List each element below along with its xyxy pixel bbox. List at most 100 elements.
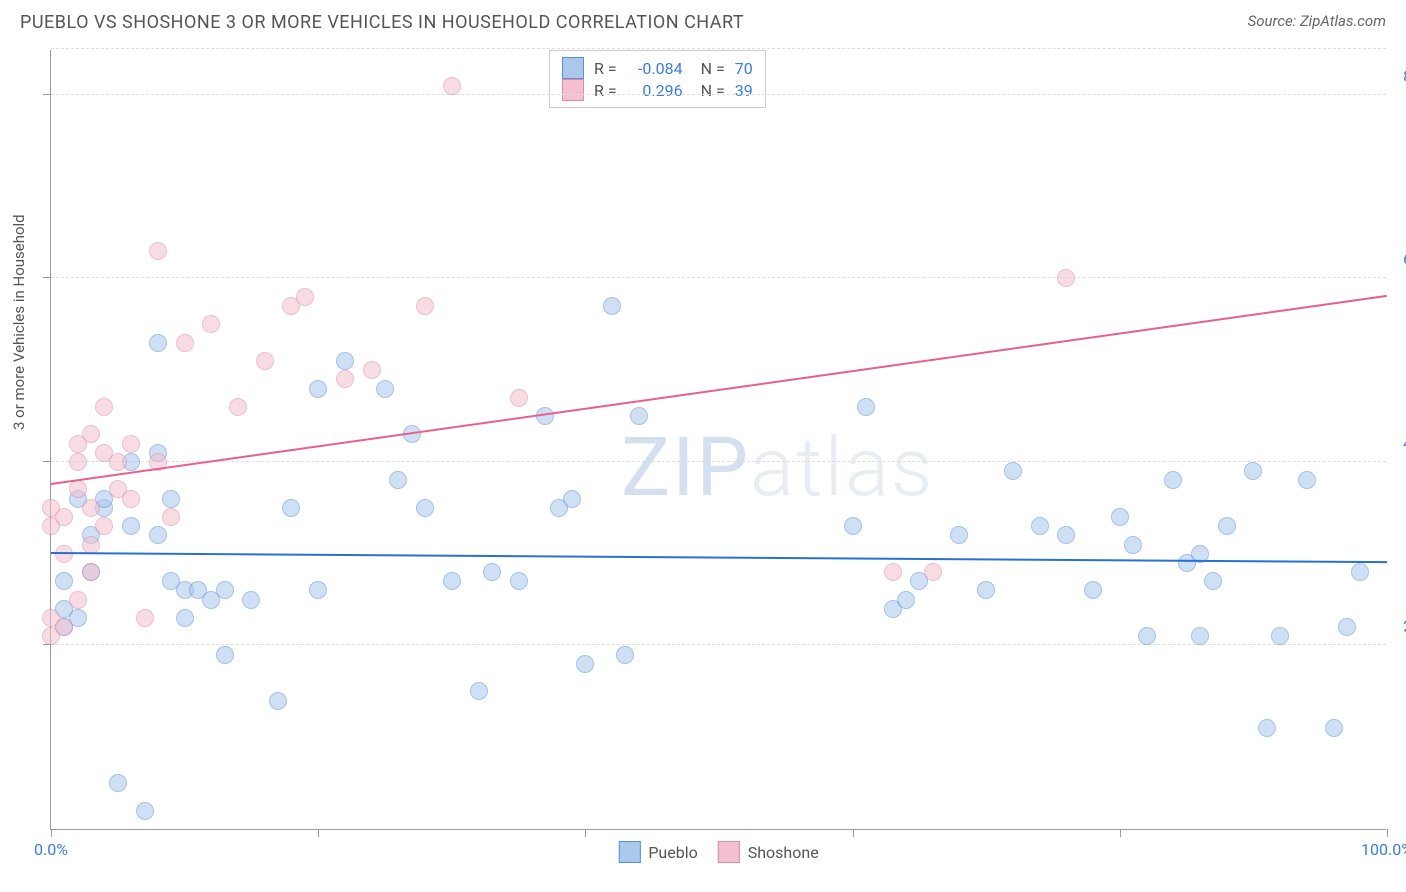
x-tick bbox=[51, 829, 52, 837]
data-point bbox=[389, 471, 407, 489]
data-point bbox=[162, 490, 180, 508]
data-point bbox=[149, 334, 167, 352]
gridline bbox=[51, 277, 1386, 278]
legend-item: Pueblo bbox=[618, 841, 697, 863]
y-tick bbox=[43, 461, 51, 462]
data-point bbox=[510, 572, 528, 590]
x-tick bbox=[585, 829, 586, 837]
stats-legend: R =-0.084N =70R =0.296N =39 bbox=[549, 50, 766, 108]
data-point bbox=[69, 591, 87, 609]
data-point bbox=[309, 581, 327, 599]
data-point bbox=[336, 352, 354, 370]
data-point bbox=[1191, 627, 1209, 645]
data-point bbox=[1164, 471, 1182, 489]
data-point bbox=[1124, 536, 1142, 554]
data-point bbox=[82, 563, 100, 581]
data-point bbox=[55, 508, 73, 526]
data-point bbox=[1325, 719, 1343, 737]
data-point bbox=[136, 609, 154, 627]
x-tick bbox=[853, 829, 854, 837]
data-point bbox=[309, 380, 327, 398]
data-point bbox=[216, 581, 234, 599]
data-point bbox=[1258, 719, 1276, 737]
data-point bbox=[149, 242, 167, 260]
data-point bbox=[122, 435, 140, 453]
data-point bbox=[603, 297, 621, 315]
data-point bbox=[443, 572, 461, 590]
data-point bbox=[857, 398, 875, 416]
data-point bbox=[376, 380, 394, 398]
r-value: 0.296 bbox=[627, 81, 683, 100]
gridline bbox=[51, 644, 1386, 645]
data-point bbox=[1298, 471, 1316, 489]
legend-label: Shoshone bbox=[748, 843, 819, 862]
r-value: -0.084 bbox=[627, 59, 683, 78]
data-point bbox=[510, 389, 528, 407]
data-point bbox=[844, 517, 862, 535]
data-point bbox=[1084, 581, 1102, 599]
series-legend: Pueblo Shoshone bbox=[618, 841, 818, 863]
data-point bbox=[1351, 563, 1369, 581]
data-point bbox=[269, 692, 287, 710]
data-point bbox=[924, 563, 942, 581]
data-point bbox=[109, 453, 127, 471]
trend-line bbox=[51, 295, 1387, 485]
data-point bbox=[95, 398, 113, 416]
data-point bbox=[256, 352, 274, 370]
r-label: R = bbox=[594, 81, 617, 100]
y-tick bbox=[43, 94, 51, 95]
source-attribution: Source: ZipAtlas.com bbox=[1248, 12, 1386, 30]
data-point bbox=[1338, 618, 1356, 636]
data-point bbox=[95, 517, 113, 535]
data-point bbox=[977, 581, 995, 599]
data-point bbox=[109, 774, 127, 792]
data-point bbox=[55, 572, 73, 590]
data-point bbox=[483, 563, 501, 581]
data-point bbox=[630, 407, 648, 425]
data-point bbox=[950, 526, 968, 544]
legend-label: Pueblo bbox=[648, 843, 697, 862]
data-point bbox=[616, 646, 634, 664]
data-point bbox=[82, 536, 100, 554]
n-value: 70 bbox=[735, 59, 753, 78]
y-tick bbox=[43, 277, 51, 278]
data-point bbox=[162, 508, 180, 526]
x-tick-label: 0.0% bbox=[34, 840, 68, 859]
data-point bbox=[82, 425, 100, 443]
n-label: N = bbox=[701, 81, 725, 100]
data-point bbox=[1218, 517, 1236, 535]
data-point bbox=[470, 682, 488, 700]
data-point bbox=[176, 609, 194, 627]
x-tick bbox=[1120, 829, 1121, 837]
data-point bbox=[242, 591, 260, 609]
legend-swatch bbox=[618, 841, 640, 863]
data-point bbox=[1031, 517, 1049, 535]
watermark: ZIPatlas bbox=[621, 420, 934, 516]
legend-swatch bbox=[562, 57, 584, 79]
data-point bbox=[1111, 508, 1129, 526]
data-point bbox=[176, 334, 194, 352]
data-point bbox=[55, 618, 73, 636]
data-point bbox=[202, 315, 220, 333]
y-axis-label: 3 or more Vehicles in Household bbox=[10, 214, 28, 430]
legend-stat-row: R =-0.084N =70 bbox=[562, 57, 753, 79]
gridline bbox=[51, 94, 1386, 95]
data-point bbox=[443, 77, 461, 95]
legend-item: Shoshone bbox=[718, 841, 819, 863]
data-point bbox=[136, 802, 154, 820]
data-point bbox=[336, 370, 354, 388]
gridline bbox=[51, 461, 1386, 462]
data-point bbox=[884, 563, 902, 581]
data-point bbox=[1004, 462, 1022, 480]
legend-swatch bbox=[718, 841, 740, 863]
n-label: N = bbox=[701, 59, 725, 78]
data-point bbox=[897, 591, 915, 609]
x-tick bbox=[318, 829, 319, 837]
data-point bbox=[1271, 627, 1289, 645]
data-point bbox=[69, 453, 87, 471]
data-point bbox=[1057, 526, 1075, 544]
data-point bbox=[416, 297, 434, 315]
scatter-chart: ZIPatlas R =-0.084N =70R =0.296N =39 Pue… bbox=[50, 50, 1386, 830]
data-point bbox=[229, 398, 247, 416]
data-point bbox=[1204, 572, 1222, 590]
